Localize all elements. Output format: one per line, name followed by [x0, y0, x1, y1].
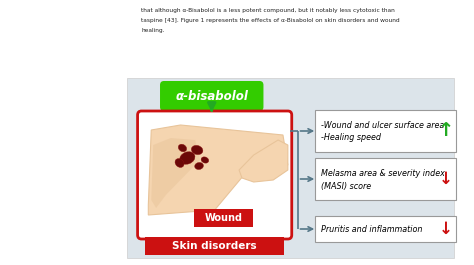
Text: -Healing speed: -Healing speed [321, 134, 381, 143]
Text: that although α-Bisabolol is a less potent compound, but it notably less cytotox: that although α-Bisabolol is a less pote… [141, 8, 395, 13]
FancyBboxPatch shape [315, 158, 456, 200]
FancyBboxPatch shape [146, 237, 284, 255]
Text: -Wound and ulcer surface area: -Wound and ulcer surface area [321, 121, 444, 130]
Text: healing.: healing. [141, 28, 165, 33]
Ellipse shape [201, 157, 209, 163]
Polygon shape [151, 138, 200, 208]
FancyBboxPatch shape [0, 0, 463, 75]
FancyBboxPatch shape [127, 78, 454, 258]
Text: taspine [43]. Figure 1 represents the effects of α-Bisabolol on skin disorders a: taspine [43]. Figure 1 represents the ef… [141, 18, 400, 23]
Ellipse shape [195, 162, 203, 170]
Ellipse shape [191, 145, 203, 154]
FancyBboxPatch shape [194, 209, 253, 227]
Text: Skin disorders: Skin disorders [173, 241, 257, 251]
FancyBboxPatch shape [315, 110, 456, 152]
Text: ↓: ↓ [439, 170, 453, 188]
Ellipse shape [180, 152, 195, 164]
Text: α-bisabolol: α-bisabolol [175, 90, 248, 103]
FancyBboxPatch shape [160, 81, 264, 111]
Text: ↑: ↑ [438, 121, 454, 140]
FancyBboxPatch shape [137, 111, 292, 239]
Polygon shape [148, 125, 288, 215]
Ellipse shape [175, 158, 184, 167]
Text: Melasma area & severity index: Melasma area & severity index [321, 169, 445, 178]
Polygon shape [239, 140, 288, 182]
FancyBboxPatch shape [315, 216, 456, 242]
Text: Pruritis and inflammation: Pruritis and inflammation [321, 224, 422, 233]
Text: (MASI) score: (MASI) score [321, 182, 371, 191]
Ellipse shape [178, 144, 187, 152]
Text: Wound: Wound [204, 213, 242, 223]
Text: ↓: ↓ [439, 220, 453, 238]
